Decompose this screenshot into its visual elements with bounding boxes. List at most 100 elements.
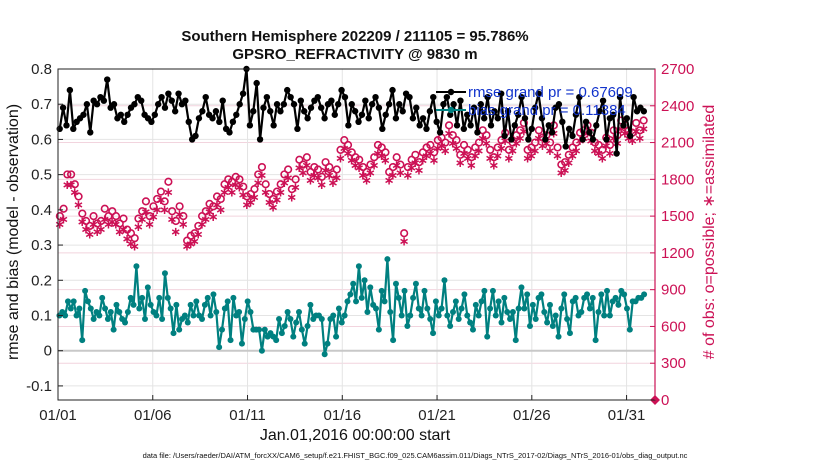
bias-point — [216, 344, 223, 351]
obs-possible-point — [362, 167, 371, 177]
obs-assimilated-point: ∗ — [489, 159, 500, 174]
obs-assimilated-point: ∗ — [99, 213, 110, 228]
bias-point — [110, 326, 117, 333]
rmse-point — [341, 93, 349, 101]
rmse-point — [576, 93, 583, 101]
rmse-point — [233, 111, 240, 118]
obs-assimilated-point: ∗ — [73, 198, 84, 213]
obs-assimilated-point: ∗ — [167, 213, 178, 228]
rmse-point — [365, 115, 372, 122]
obs-assimilated-point: ∗ — [178, 217, 189, 232]
obs-assimilated-point: ∗ — [328, 176, 339, 191]
rmse-point — [212, 108, 220, 115]
rmse-point — [406, 93, 413, 101]
obs-assimilated-point: ∗ — [417, 154, 428, 169]
obs-possible-point — [134, 214, 143, 223]
obs-possible-point — [145, 212, 154, 221]
chart-subtitle: GPSRO_REFRACTIVITY @ 9830 m — [232, 46, 478, 63]
obs-assimilated-point: ∗ — [556, 166, 567, 181]
bias-point — [566, 330, 573, 337]
obs-possible-point — [250, 185, 259, 194]
bias-point — [301, 340, 308, 347]
rmse-point — [348, 101, 355, 108]
obs-assimilated-point: ∗ — [294, 161, 305, 176]
bias-point — [623, 305, 630, 312]
y-tick-label-left: 0.2 — [31, 272, 52, 289]
bias-point — [127, 294, 134, 301]
y-tick-label-left: 0.6 — [31, 131, 52, 148]
obs-possible-point — [164, 177, 173, 186]
obs-possible-point — [560, 158, 570, 167]
bias-point — [589, 294, 596, 301]
rmse-point — [182, 97, 189, 104]
obs-possible-point — [100, 204, 109, 213]
bias-point — [475, 312, 482, 319]
rmse-point — [219, 97, 226, 104]
bias-point — [210, 291, 217, 298]
rmse-point — [379, 125, 386, 133]
bias-point — [450, 308, 457, 315]
bias-point — [424, 305, 431, 312]
obs-assimilated-point: ∗ — [402, 168, 413, 183]
y-tick-label-right: 2100 — [661, 135, 694, 152]
obs-assimilated-point: ∗ — [197, 217, 208, 232]
bias-point — [204, 294, 211, 301]
rmse-point — [426, 108, 434, 115]
bias-point — [606, 312, 613, 319]
rmse-point — [542, 136, 549, 143]
bias-point — [67, 305, 74, 312]
y-tick-label-left: 0.1 — [31, 307, 52, 324]
obs-possible-point — [553, 143, 562, 152]
rmse-point — [487, 122, 495, 129]
obs-assimilated-point: ∗ — [560, 164, 571, 179]
rmse-point — [199, 108, 206, 115]
obs-assimilated-point: ∗ — [616, 122, 627, 137]
bias-point — [615, 301, 622, 308]
obs-assimilated-point: ∗ — [358, 168, 369, 183]
obs-possible-point — [179, 212, 188, 221]
rmse-point — [572, 111, 580, 118]
bias-point — [561, 291, 568, 298]
bias-point — [401, 287, 408, 294]
bias-point — [621, 291, 628, 298]
obs-assimilated-point: ∗ — [58, 213, 69, 228]
rmse-point — [640, 108, 648, 115]
obs-possible-point — [257, 162, 267, 172]
rmse-point — [304, 115, 311, 122]
obs-assimilated-point: ∗ — [137, 213, 148, 228]
obs-assimilated-point: ∗ — [122, 232, 133, 247]
obs-possible-point — [190, 229, 199, 238]
bias-point — [398, 312, 405, 319]
bias-point — [122, 319, 129, 326]
obs-possible-point — [149, 202, 158, 211]
bias-point — [335, 305, 342, 312]
rmse-point — [121, 118, 128, 126]
obs-assimilated-point: ∗ — [69, 186, 80, 201]
bias-point — [415, 305, 422, 312]
obs-assimilated-point: ∗ — [563, 156, 574, 171]
obs-assimilated-point: ∗ — [631, 124, 642, 139]
obs-assimilated-point: ∗ — [339, 141, 350, 156]
rmse-point — [433, 118, 440, 126]
bias-point — [141, 316, 148, 323]
bias-point — [601, 312, 608, 319]
obs-assimilated-point: ∗ — [264, 195, 275, 210]
rmse-point — [504, 108, 512, 115]
obs-assimilated-point: ∗ — [66, 178, 77, 193]
rmse-point — [443, 93, 451, 101]
obs-possible-point — [381, 148, 390, 157]
obs-assimilated-point: ∗ — [268, 200, 279, 215]
obs-assimilated-point: ∗ — [249, 190, 260, 205]
obs-possible-point — [55, 212, 64, 221]
bias-point — [555, 333, 562, 340]
obs-possible-point — [239, 182, 248, 191]
obs-assimilated-point: ∗ — [590, 144, 601, 159]
bias-point — [350, 280, 357, 287]
obs-possible-point — [572, 138, 581, 147]
bias-point — [478, 298, 485, 305]
obs-assimilated-point: ∗ — [238, 188, 249, 203]
rmse-point — [616, 93, 624, 101]
obs-assimilated-point: ∗ — [623, 132, 634, 147]
obs-possible-point — [209, 202, 218, 211]
bias-point — [407, 312, 414, 319]
